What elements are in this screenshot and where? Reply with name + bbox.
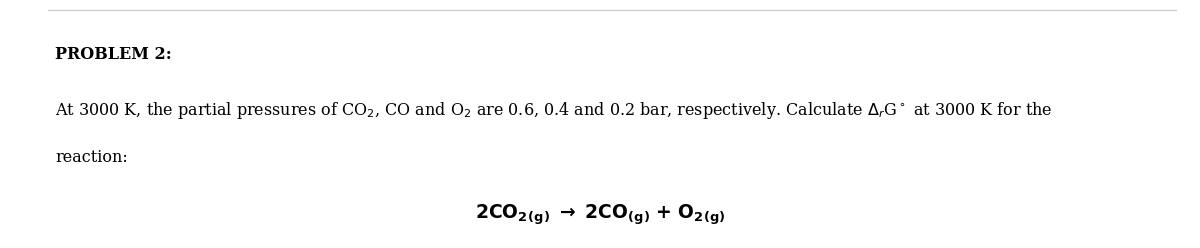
Text: PROBLEM 2:: PROBLEM 2:: [55, 46, 172, 63]
Text: At 3000 K, the partial pressures of CO$_2$, CO and O$_2$ are 0.6, 0.4 and 0.2 ba: At 3000 K, the partial pressures of CO$_…: [55, 100, 1052, 121]
Text: reaction:: reaction:: [55, 149, 128, 166]
Text: $\mathbf{2CO_2}$$\mathbf{_{(g)}}$ $\mathbf{\rightarrow}$ $\mathbf{2CO}$$\mathbf{: $\mathbf{2CO_2}$$\mathbf{_{(g)}}$ $\math…: [475, 202, 725, 227]
